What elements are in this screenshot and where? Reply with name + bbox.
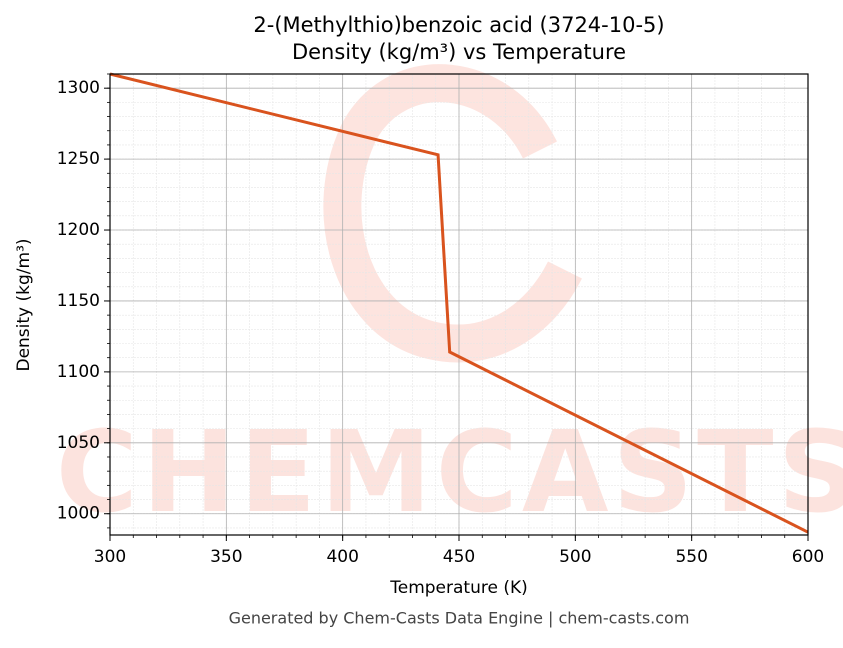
y-tick-label: 1300: [57, 78, 100, 98]
footer: Generated by Chem-Casts Data Engine | ch…: [229, 609, 690, 628]
x-axis-label: Temperature (K): [389, 578, 528, 598]
y-tick-label: 1050: [57, 433, 100, 453]
plot-frame: [109, 73, 809, 536]
watermark-logo: [323, 64, 582, 363]
data-line: [109, 72, 809, 534]
y-tick-label: 1100: [57, 362, 100, 382]
chart-title: 2-(Methylthio)benzoic acid (3724-10-5): [253, 13, 664, 37]
watermark: CHEMCASTS: [56, 408, 843, 538]
y-tick-label: 1200: [57, 220, 100, 240]
x-tick-label: 500: [559, 547, 591, 567]
x-tick-label: 550: [675, 547, 707, 567]
y-axis-label: Density (kg/m³): [14, 238, 34, 371]
x-tick-label: 450: [443, 547, 475, 567]
chart-subtitle: Density (kg/m³) vs Temperature: [292, 40, 626, 64]
y-tick-label: 1000: [57, 504, 100, 524]
y-tick-label: 1150: [57, 291, 100, 311]
x-tick-label: 300: [94, 547, 126, 567]
x-tick-label: 350: [210, 547, 242, 567]
x-tick-label: 600: [792, 547, 824, 567]
y-tick-label: 1250: [57, 149, 100, 169]
x-tick-label: 400: [326, 547, 358, 567]
